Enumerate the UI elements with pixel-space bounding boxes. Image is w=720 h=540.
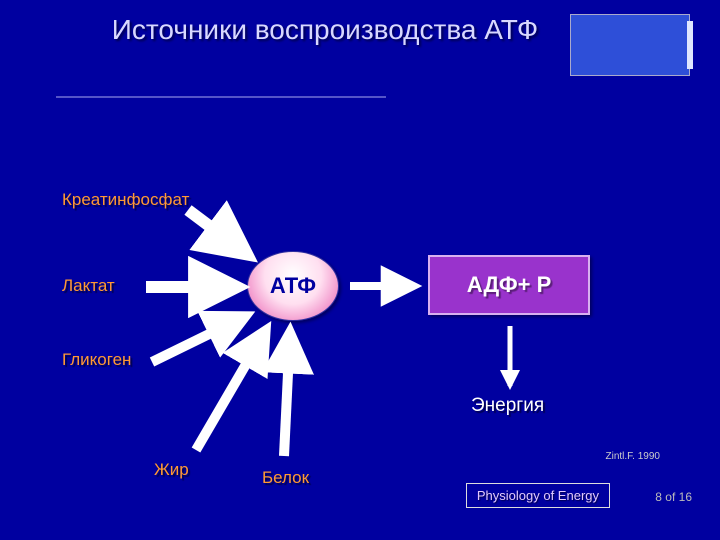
label-energy: Энергия xyxy=(471,395,544,417)
title-underline xyxy=(56,96,386,98)
source-label-protein: Белок xyxy=(262,468,309,488)
slide-title: Источники воспроизводства АТФ xyxy=(90,14,560,46)
arrow xyxy=(188,210,248,255)
page-indicator: 8 of 16 xyxy=(655,490,692,504)
arrow xyxy=(284,332,290,456)
node-adp: АДФ+ P xyxy=(428,255,590,315)
node-atp: АТФ xyxy=(247,251,339,321)
source-label-glycogen: Гликоген xyxy=(62,350,131,370)
slide-root: Источники воспроизводства АТФ Креатинфос… xyxy=(0,0,720,540)
arrow xyxy=(152,316,246,362)
citation: Zintl.F. 1990 xyxy=(606,451,660,462)
arrow xyxy=(196,330,266,450)
source-label-fat: Жир xyxy=(154,460,189,480)
source-label-creatine: Креатинфосфат xyxy=(62,190,189,210)
corner-thumbnail xyxy=(570,14,690,76)
footer-label: Physiology of Energy xyxy=(466,483,610,508)
source-label-lactate: Лактат xyxy=(62,276,115,296)
